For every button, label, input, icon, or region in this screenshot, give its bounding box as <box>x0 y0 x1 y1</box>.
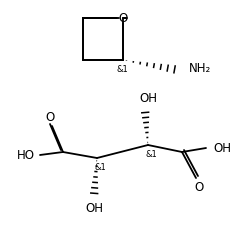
Text: O: O <box>118 12 128 24</box>
Text: O: O <box>194 181 204 194</box>
Text: O: O <box>45 110 55 123</box>
Text: &1: &1 <box>145 149 157 159</box>
Text: OH: OH <box>85 201 103 215</box>
Text: OH: OH <box>139 91 157 105</box>
Text: &1: &1 <box>94 162 106 171</box>
Text: &1: &1 <box>116 64 128 74</box>
Text: HO: HO <box>17 148 35 161</box>
Text: NH₂: NH₂ <box>189 61 211 74</box>
Text: OH: OH <box>213 142 231 155</box>
